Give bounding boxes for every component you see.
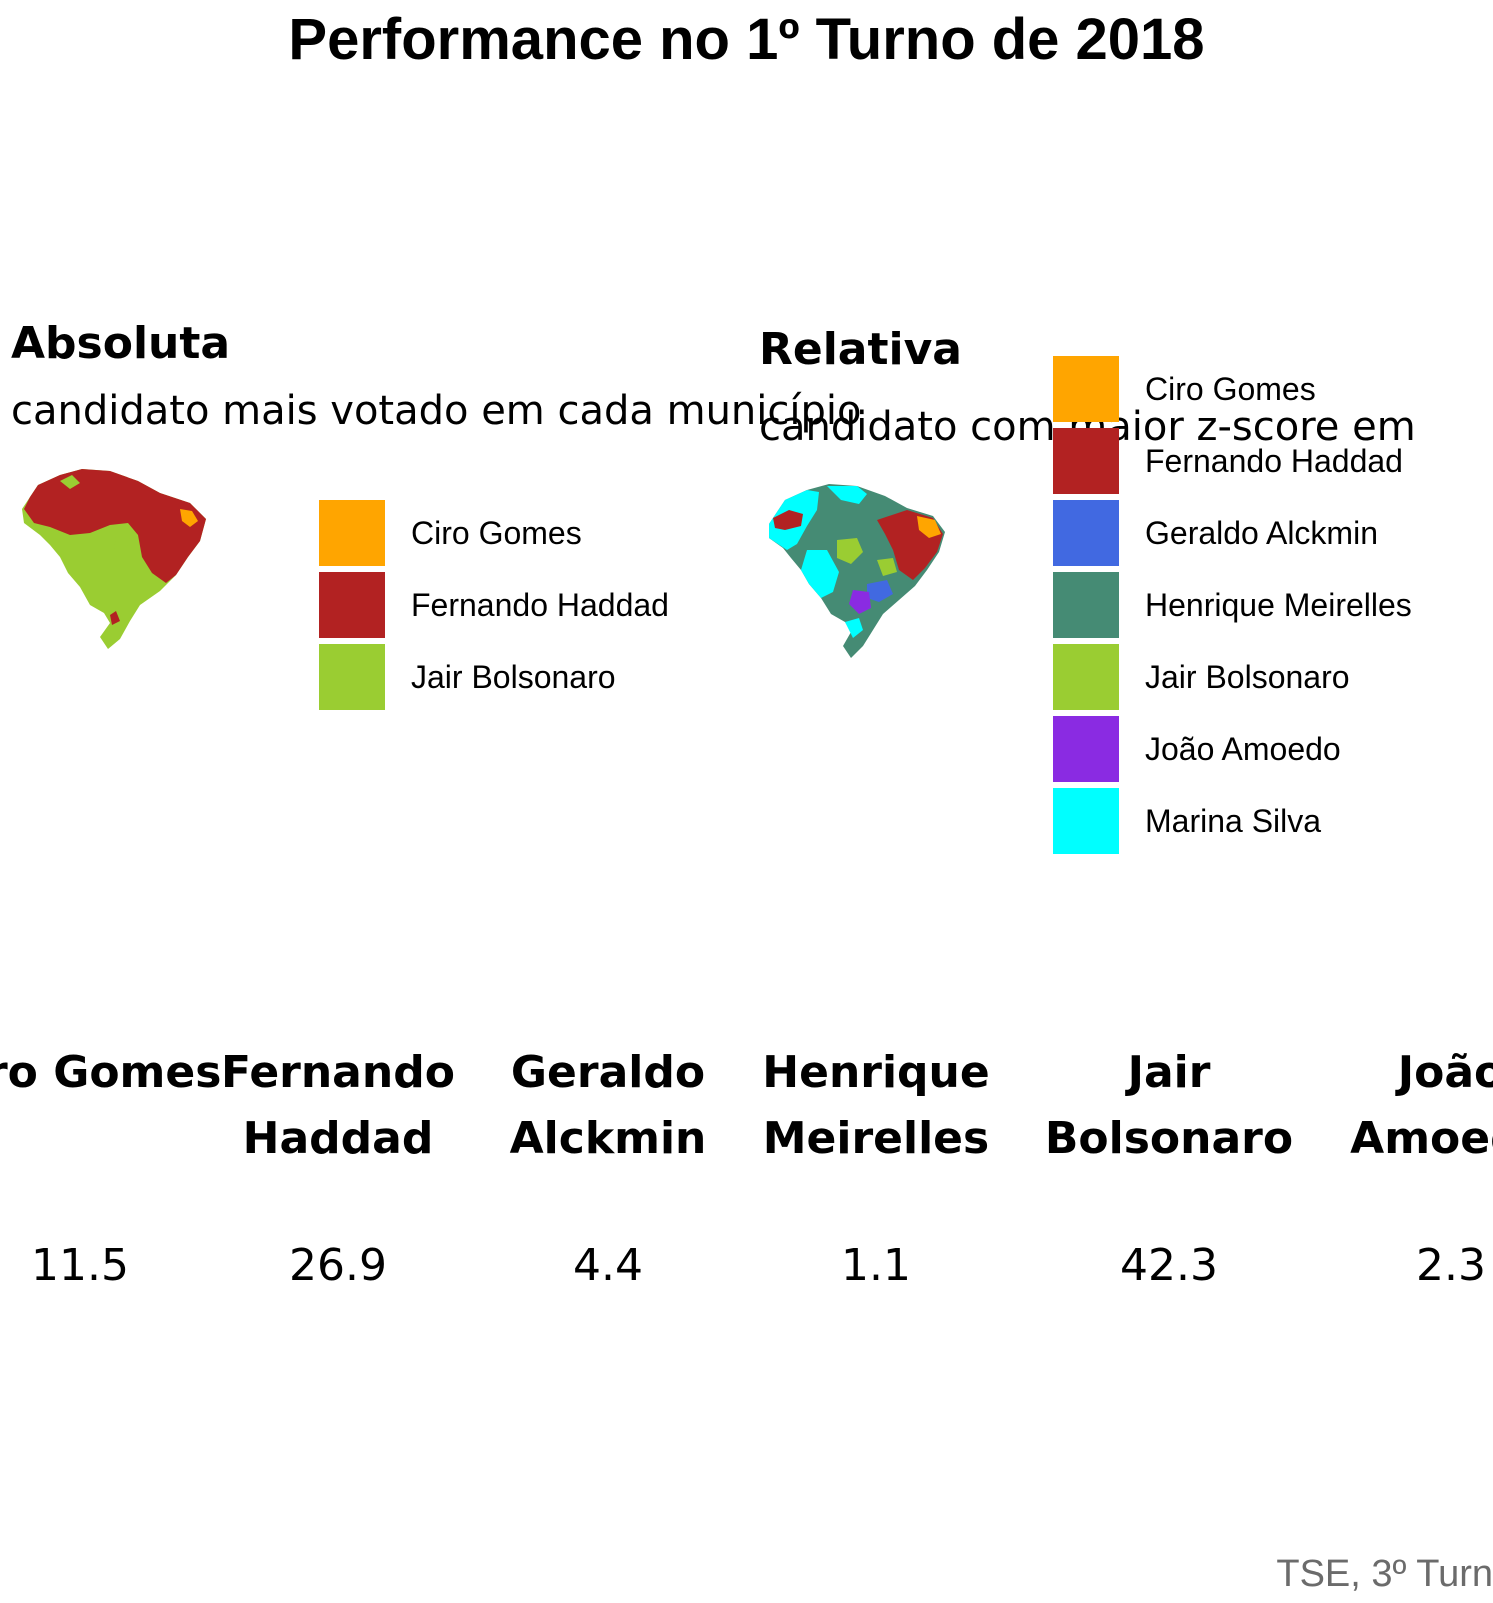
legend-label: Ciro Gomes (411, 515, 582, 551)
results-column: Geraldo Alckmin 4.4 (463, 1040, 753, 1291)
legend-label: Fernando Haddad (1145, 443, 1403, 479)
results-column: Ciro Gomes 11.5 (0, 1040, 225, 1291)
legend-key-amoedo (1053, 716, 1119, 782)
legend-label: Henrique Meirelles (1145, 587, 1412, 623)
candidate-vote-share: 11.5 (31, 1240, 129, 1291)
page-title: Performance no 1º Turno de 2018 (288, 7, 1205, 72)
results-column: Henrique Meirelles 1.1 (731, 1040, 1021, 1291)
results-column: Fernando Haddad 26.9 (193, 1040, 483, 1291)
legend-key-marina (1053, 788, 1119, 854)
legend-label: Jair Bolsonaro (1145, 659, 1350, 695)
legend-label: Marina Silva (1145, 803, 1322, 839)
legend-key-bolsonaro (1053, 644, 1119, 710)
legend-key-haddad (319, 572, 385, 638)
candidate-vote-share: 2.3 (1416, 1240, 1486, 1291)
results-column: Jair Bolsonaro 42.3 (1024, 1040, 1314, 1291)
absolute-brazil-map (22, 469, 206, 649)
legend-key-alckmin (1053, 500, 1119, 566)
candidate-name: Ciro Gomes (0, 1047, 222, 1098)
legend-key-bolsonaro (319, 644, 385, 710)
candidate-name: Fernando Haddad (221, 1047, 455, 1164)
legend-key-ciro (1053, 356, 1119, 422)
absolute-panel-subtitle: candidato mais votado em cada município (11, 388, 862, 434)
legend-key-ciro (319, 500, 385, 566)
relative-panel-heading: Relativa (759, 324, 962, 375)
candidate-vote-share: 1.1 (841, 1240, 911, 1291)
candidate-name: Geraldo Alckmin (509, 1047, 707, 1164)
candidate-vote-share: 26.9 (289, 1240, 387, 1291)
legend-label: Jair Bolsonaro (411, 659, 616, 695)
candidate-vote-share: 4.4 (573, 1240, 643, 1291)
legend-key-meirelles (1053, 572, 1119, 638)
relative-brazil-map (769, 484, 945, 658)
absolute-map-ciro-region (180, 509, 198, 527)
absolute-panel-heading: Absoluta (11, 318, 231, 369)
candidate-name: Henrique Meirelles (762, 1047, 990, 1164)
candidate-vote-share: 42.3 (1120, 1240, 1218, 1291)
legend-label: Ciro Gomes (1145, 371, 1316, 407)
results-column: João Amoedo 2.3 (1306, 1040, 1493, 1291)
legend-key-haddad (1053, 428, 1119, 494)
legend-label: Fernando Haddad (411, 587, 669, 623)
absolute-map-haddad-region (24, 469, 206, 583)
candidate-name: Jair Bolsonaro (1044, 1047, 1294, 1164)
legend-label: João Amoedo (1145, 731, 1341, 767)
legend-label: Geraldo Alckmin (1145, 515, 1378, 551)
results-table: Ciro Gomes 11.5 Fernando Haddad 26.9 Ger… (0, 1040, 1493, 1340)
candidate-name: João Amoedo (1350, 1047, 1493, 1164)
source-caption: TSE, 3º Turn (1276, 1553, 1493, 1595)
